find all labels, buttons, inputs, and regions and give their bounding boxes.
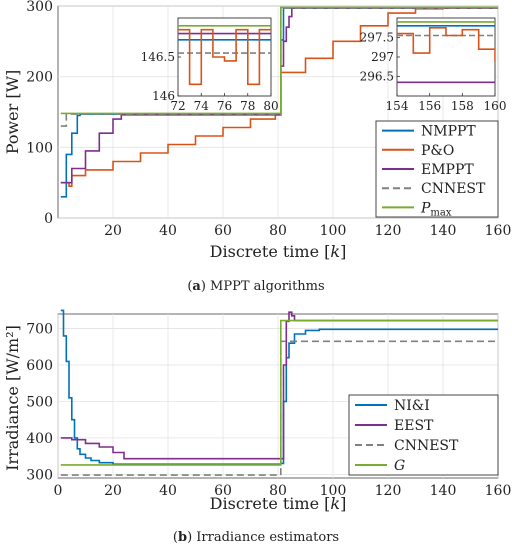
x-tick-label: 40 — [159, 223, 177, 239]
x-tick-label: 140 — [430, 483, 457, 499]
legend-label: EEST — [394, 418, 434, 434]
series-line-g — [60, 319, 498, 466]
xlabel-b: Discrete time [k] — [210, 494, 347, 513]
ylabel-b: Irradiance [W/m²] — [3, 325, 22, 471]
y-tick-label: 700 — [26, 322, 53, 338]
legend-label: P&O — [421, 143, 454, 159]
y-tick-label: 300 — [26, 0, 53, 15]
series-line-pmax — [60, 6, 498, 115]
y-tick-label: 200 — [26, 70, 53, 86]
x-tick-label: 80 — [269, 223, 287, 239]
legend-label: NMPPT — [421, 124, 476, 140]
legend-label: CNNEST — [421, 181, 486, 197]
x-tick-label: 80 — [269, 483, 287, 499]
inset-y-tick-label: 297 — [371, 50, 394, 64]
y-tick-label: 400 — [26, 431, 53, 447]
x-tick-label: 100 — [320, 223, 347, 239]
x-tick-label: 60 — [214, 223, 232, 239]
series-line-eest — [60, 311, 498, 460]
inset-x-tick-label: 156 — [418, 99, 441, 113]
series-line-cnnest — [60, 340, 498, 476]
legend-label: EMPPT — [421, 162, 474, 178]
legend-label: NI&I — [394, 398, 430, 414]
mppt-chart: 20 40 60 80 100 120 140 160 0 100 200 300 72 74 76 78 8… — [3, 0, 511, 294]
caption-b: (b) Irradiance estimators — [173, 530, 339, 545]
series-line-p-o — [60, 7, 498, 187]
x-tick-label: 100 — [320, 483, 347, 499]
inset-y-tick-label: 297.5 — [360, 31, 394, 45]
y-tick-label: 300 — [26, 467, 53, 483]
legend-label: G — [394, 458, 405, 474]
irradiance-chart: 0 20 40 60 80 100 120 140 160 300 400 500 600 700 NI&… — [3, 309, 512, 545]
inset-x-tick-label: 78 — [240, 99, 255, 113]
series-line-ni-i — [60, 309, 498, 465]
x-tick-label: 120 — [375, 223, 402, 239]
x-tick-label: 0 — [54, 483, 63, 499]
legend-label: CNNEST — [394, 438, 459, 454]
inset-x-tick-label: 154 — [386, 99, 409, 113]
inset-x-tick-label: 80 — [263, 99, 278, 113]
inset-x-tick-label: 160 — [484, 99, 507, 113]
inset-series-p-o — [178, 28, 271, 86]
x-tick-label: 140 — [430, 223, 457, 239]
y-tick-label: 0 — [44, 211, 53, 227]
inset-y-tick-label: 146.5 — [141, 50, 175, 64]
inset-x-tick-label: 158 — [451, 99, 474, 113]
y-tick-label: 600 — [26, 358, 53, 374]
series-line-nmppt — [60, 7, 498, 198]
x-tick-label: 20 — [104, 223, 122, 239]
series-line-cnnest — [60, 7, 498, 127]
inset-frame — [177, 17, 272, 97]
inset-x-tick-label: 72 — [170, 99, 185, 113]
caption-a: (a) MPPT algorithms — [187, 279, 324, 294]
x-tick-label: 60 — [214, 483, 232, 499]
inset-x-tick-label: 74 — [194, 99, 210, 113]
inset-series-p-o — [397, 27, 495, 61]
x-tick-label: 40 — [159, 483, 177, 499]
legend-label: Pmax — [420, 200, 452, 218]
legend-box — [348, 394, 499, 476]
inset-y-tick-label: 296.5 — [360, 70, 394, 84]
inset-y-tick-label: 146 — [152, 89, 175, 103]
y-tick-label: 500 — [26, 394, 53, 410]
xlabel-a: Discrete time [k] — [210, 242, 347, 261]
series-line-emppt — [60, 7, 498, 184]
inset-x-tick-label: 76 — [217, 99, 232, 113]
x-tick-label: 120 — [375, 483, 402, 499]
y-tick-label: 100 — [26, 140, 53, 156]
x-tick-label: 160 — [485, 483, 512, 499]
ylabel-a: Power [W] — [3, 70, 22, 155]
x-tick-label: 160 — [485, 223, 512, 239]
x-tick-label: 20 — [104, 483, 122, 499]
